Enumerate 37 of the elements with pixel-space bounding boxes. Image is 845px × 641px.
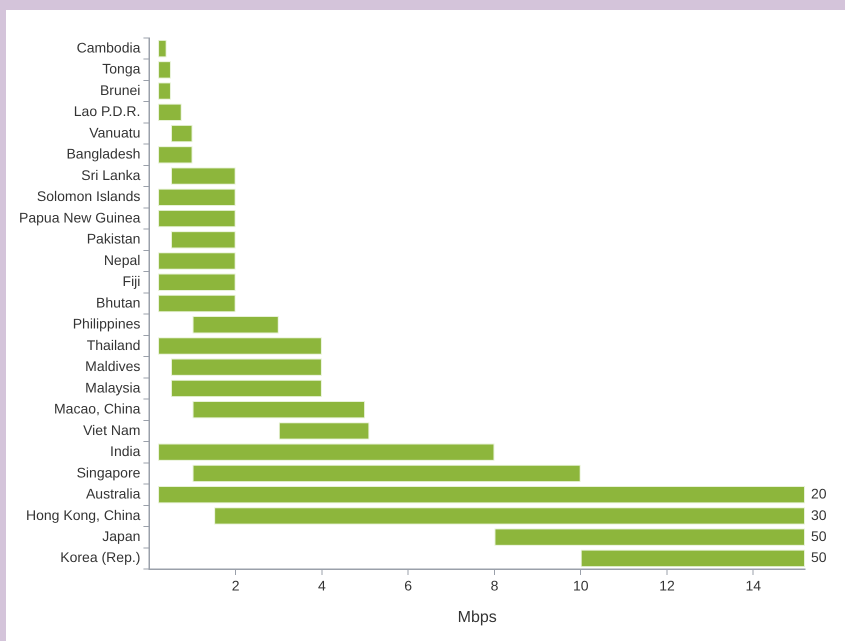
x-tick-label: 12 [659, 577, 675, 594]
y-tick-label: Solomon Islands [36, 188, 140, 204]
y-tick-label: Bangladesh [66, 146, 140, 162]
text: 50 [811, 528, 827, 544]
text: 20 [811, 486, 827, 502]
y-tick-label: Malaysia [85, 379, 141, 396]
y-tick-label: Australia [86, 486, 141, 502]
y-tick-label: Lao P.D.R. [74, 103, 140, 120]
x-tick-label: 6 [404, 577, 412, 594]
x-tick-label: 10 [572, 577, 589, 594]
y-tick-label: Sri Lanka [81, 166, 141, 183]
y-tick-label: Vanuatu [89, 124, 140, 140]
y-tick-label: Pakistan [86, 230, 140, 247]
y-tick-label: India [110, 443, 141, 460]
text: 30 [811, 506, 827, 523]
y-tick-label: Korea (Rep.) [60, 549, 140, 566]
x-tick-label: 8 [490, 577, 499, 594]
y-tick-label: Brunei [100, 82, 140, 98]
y-tick-label: Bhutan [96, 294, 140, 310]
y-tick-label: Maldives [85, 358, 140, 374]
y-tick-label: Tonga [102, 60, 141, 77]
x-tick-label: 2 [232, 577, 240, 594]
y-tick-label: Thailand [86, 336, 140, 353]
x-tick-label: 14 [745, 577, 762, 594]
y-tick-label: Macao, China [54, 400, 141, 417]
y-tick-label: Cambodia [76, 39, 141, 56]
y-tick-label: Japan [102, 528, 140, 544]
x-axis-title: Mbps [458, 608, 497, 626]
y-tick-label: Hong Kong, China [26, 506, 141, 523]
y-tick-label: Fiji [122, 273, 140, 290]
y-tick-label: Nepal [104, 252, 140, 268]
y-tick-label: Philippines [72, 316, 140, 332]
x-tick-label: 4 [318, 577, 326, 594]
y-tick-label: Papua New Guinea [18, 209, 141, 226]
y-tick-label: Singapore [76, 464, 141, 480]
text: 50 [811, 549, 827, 566]
y-tick-label: Viet Nam [83, 422, 140, 438]
